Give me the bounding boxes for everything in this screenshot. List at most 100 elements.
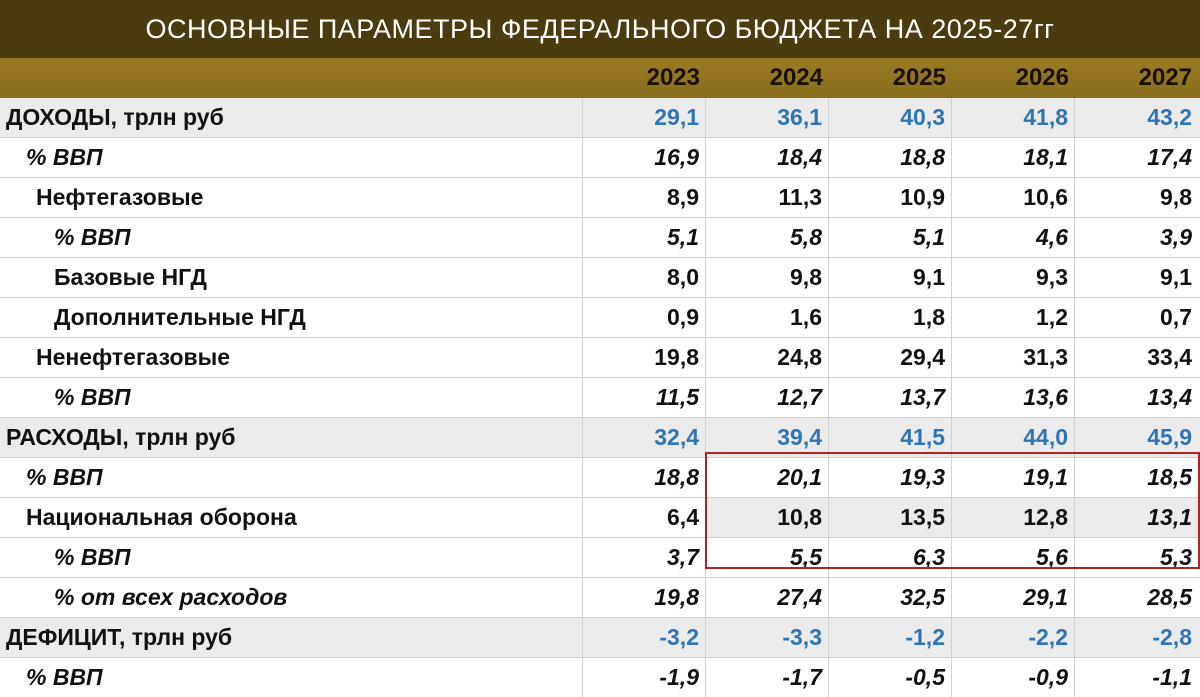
row-label: % ВВП — [0, 538, 583, 577]
value-2026: 31,3 — [952, 338, 1075, 377]
row-label: Национальная оборона — [0, 498, 583, 537]
table-row-revenues: ДОХОДЫ, трлн руб 29,1 36,1 40,3 41,8 43,… — [0, 98, 1200, 138]
table-row-deficit-gdp: % ВВП -1,9 -1,7 -0,5 -0,9 -1,1 — [0, 658, 1200, 697]
budget-table: 2023 2024 2025 2026 2027 ДОХОДЫ, трлн ру… — [0, 58, 1200, 697]
value-2027: 5,3 — [1160, 544, 1192, 570]
row-label: РАСХОДЫ, трлн руб — [0, 418, 583, 457]
row-label: % ВВП — [0, 458, 583, 497]
row-label: Дополнительные НГД — [0, 298, 583, 337]
value-2023: 3,7 — [583, 538, 706, 577]
value-2025: 29,4 — [829, 338, 952, 377]
value-2025: 13,5 — [829, 498, 952, 537]
table-row-base-ngd: Базовые НГД 8,0 9,8 9,1 9,3 9,1 — [0, 258, 1200, 298]
value-2023: 19,8 — [583, 338, 706, 377]
row-label: Ненефтегазовые — [0, 338, 583, 377]
value-2026: 41,8 — [952, 98, 1075, 137]
table-row-oil-gas: Нефтегазовые 8,9 11,3 10,9 10,6 9,8 — [0, 178, 1200, 218]
table-row-additional-ngd: Дополнительные НГД 0,9 1,6 1,8 1,2 0,7 — [0, 298, 1200, 338]
value-2025: 10,9 — [829, 178, 952, 217]
title-bar: ОСНОВНЫЕ ПАРАМЕТРЫ ФЕДЕРАЛЬНОГО БЮДЖЕТА … — [0, 0, 1200, 58]
page-title: ОСНОВНЫЕ ПАРАМЕТРЫ ФЕДЕРАЛЬНОГО БЮДЖЕТА … — [145, 13, 1055, 44]
table-row-defense-gdp: % ВВП 3,7 5,5 6,3 5,6 5,3 — [0, 538, 1200, 578]
value-2027: 13,1 — [1075, 498, 1198, 537]
value-2026: 10,6 — [952, 178, 1075, 217]
row-label: ДЕФИЦИТ, трлн руб — [0, 618, 583, 657]
year-2027: 2027 — [1138, 64, 1192, 91]
value-2026: -0,9 — [952, 658, 1075, 697]
value-2024: 39,4 — [706, 418, 829, 457]
value-2026: 9,3 — [952, 258, 1075, 297]
value-2024: 18,4 — [706, 138, 829, 177]
value-2026: 44,0 — [952, 418, 1075, 457]
value-2027: 13,4 — [1147, 384, 1192, 410]
table-row-deficit: ДЕФИЦИТ, трлн руб -3,2 -3,3 -1,2 -2,2 -2… — [0, 618, 1200, 658]
value-2023: 29,1 — [583, 98, 706, 137]
value-2027: 9,1 — [1160, 264, 1192, 290]
value-2026: -2,2 — [952, 618, 1075, 657]
value-2025: 9,1 — [829, 258, 952, 297]
row-label: ДОХОДЫ, трлн руб — [0, 98, 583, 137]
value-2026: 12,8 — [952, 498, 1075, 537]
value-2027: -2,8 — [1152, 624, 1192, 650]
value-2024: 10,8 — [706, 498, 829, 537]
value-2023: 11,5 — [583, 378, 706, 417]
value-2023: 18,8 — [583, 458, 706, 497]
value-2025: 19,3 — [829, 458, 952, 497]
value-2027: 9,8 — [1160, 184, 1192, 210]
value-2025: -0,5 — [829, 658, 952, 697]
value-2024: 20,1 — [706, 458, 829, 497]
value-2026: 5,6 — [952, 538, 1075, 577]
table-row-defense-share: % от всех расходов 19,8 27,4 32,5 29,1 2… — [0, 578, 1200, 618]
table-row-non-oil-gas-gdp: % ВВП 11,5 12,7 13,7 13,6 13,4 — [0, 378, 1200, 418]
value-2023: 6,4 — [583, 498, 706, 537]
value-2025: 41,5 — [829, 418, 952, 457]
value-2023: -1,9 — [583, 658, 706, 697]
row-label: % ВВП — [0, 658, 583, 697]
value-2024: 9,8 — [706, 258, 829, 297]
header-label-cell — [0, 58, 583, 98]
value-2026: 29,1 — [952, 578, 1075, 617]
row-label: Нефтегазовые — [0, 178, 583, 217]
year-2025: 2025 — [892, 64, 946, 91]
table-row-expenses: РАСХОДЫ, трлн руб 32,4 39,4 41,5 44,0 45… — [0, 418, 1200, 458]
value-2023: 32,4 — [583, 418, 706, 457]
value-2027: 45,9 — [1147, 424, 1192, 450]
value-2025: 13,7 — [829, 378, 952, 417]
table-row-expenses-gdp: % ВВП 18,8 20,1 19,3 19,1 18,5 — [0, 458, 1200, 498]
value-2025: 32,5 — [829, 578, 952, 617]
year-header-row: 2023 2024 2025 2026 2027 — [0, 58, 1200, 98]
year-2023: 2023 — [646, 64, 700, 91]
value-2025: 18,8 — [829, 138, 952, 177]
value-2024: 36,1 — [706, 98, 829, 137]
value-2027: 3,9 — [1160, 224, 1192, 250]
row-label: Базовые НГД — [0, 258, 583, 297]
value-2024: 5,8 — [706, 218, 829, 257]
value-2023: 16,9 — [583, 138, 706, 177]
row-label: % ВВП — [0, 218, 583, 257]
value-2024: 24,8 — [706, 338, 829, 377]
value-2023: 8,0 — [583, 258, 706, 297]
value-2024: 1,6 — [706, 298, 829, 337]
value-2024: 12,7 — [706, 378, 829, 417]
value-2024: -1,7 — [706, 658, 829, 697]
value-2023: 19,8 — [583, 578, 706, 617]
value-2027: 28,5 — [1147, 584, 1192, 610]
year-2026: 2026 — [1015, 64, 1069, 91]
row-label: % от всех расходов — [0, 578, 583, 617]
table-row-revenues-gdp: % ВВП 16,9 18,4 18,8 18,1 17,4 — [0, 138, 1200, 178]
value-2027: 33,4 — [1147, 344, 1192, 370]
value-2026: 13,6 — [952, 378, 1075, 417]
value-2024: 5,5 — [706, 538, 829, 577]
value-2026: 18,1 — [952, 138, 1075, 177]
value-2027: 17,4 — [1147, 144, 1192, 170]
value-2025: 1,8 — [829, 298, 952, 337]
value-2027: 0,7 — [1160, 304, 1192, 330]
table-row-non-oil-gas: Ненефтегазовые 19,8 24,8 29,4 31,3 33,4 — [0, 338, 1200, 378]
value-2025: 40,3 — [829, 98, 952, 137]
row-label: % ВВП — [0, 378, 583, 417]
value-2023: 0,9 — [583, 298, 706, 337]
value-2026: 1,2 — [952, 298, 1075, 337]
row-label: % ВВП — [0, 138, 583, 177]
value-2024: 27,4 — [706, 578, 829, 617]
value-2025: 5,1 — [829, 218, 952, 257]
